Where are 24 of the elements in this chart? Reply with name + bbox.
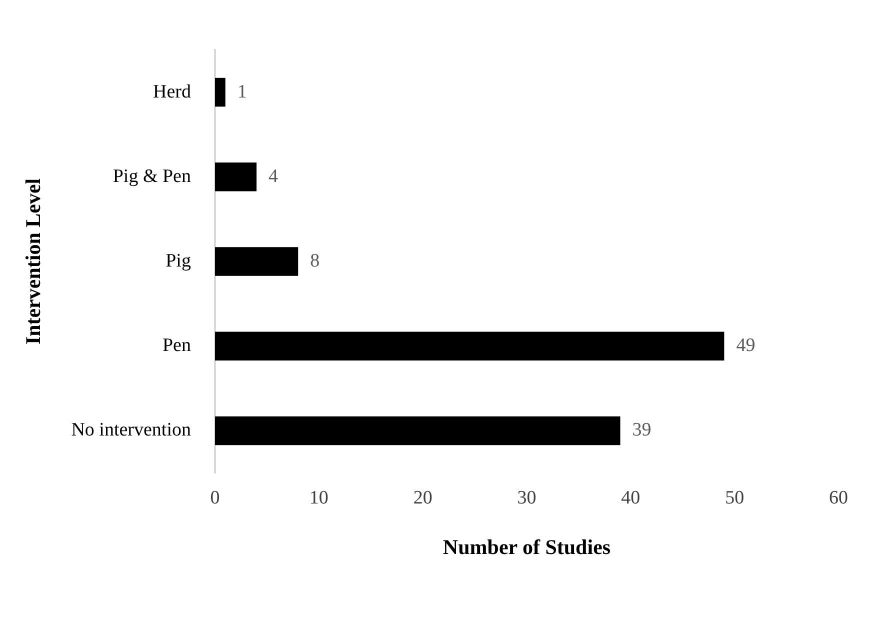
y-axis-title: Intervention Level xyxy=(21,178,46,345)
bar xyxy=(214,162,257,192)
data-label: 49 xyxy=(736,335,756,356)
bar xyxy=(214,416,620,446)
y-tick-label: Pig xyxy=(166,250,192,272)
x-tick-label: 0 xyxy=(210,487,220,508)
y-tick-label: Herd xyxy=(152,81,192,102)
bar xyxy=(214,332,724,360)
x-axis-title: Number of Studies xyxy=(442,534,611,559)
y-tick-label: No intervention xyxy=(71,420,192,441)
data-label: 1 xyxy=(237,81,247,102)
data-label: 8 xyxy=(310,250,320,272)
y-tick-label: Pig & Pen xyxy=(112,166,192,187)
data-label: 39 xyxy=(632,420,652,441)
x-tick-label: 60 xyxy=(829,487,848,508)
x-tick-label: 20 xyxy=(413,487,432,508)
x-tick-label: 30 xyxy=(517,487,536,508)
bar xyxy=(214,247,298,276)
y-tick-label: Pen xyxy=(162,335,192,356)
x-tick-label: 50 xyxy=(725,487,744,508)
data-label: 4 xyxy=(268,166,279,187)
x-tick-label: 10 xyxy=(309,487,328,508)
x-tick-label: 40 xyxy=(621,487,640,508)
bar xyxy=(214,78,226,107)
